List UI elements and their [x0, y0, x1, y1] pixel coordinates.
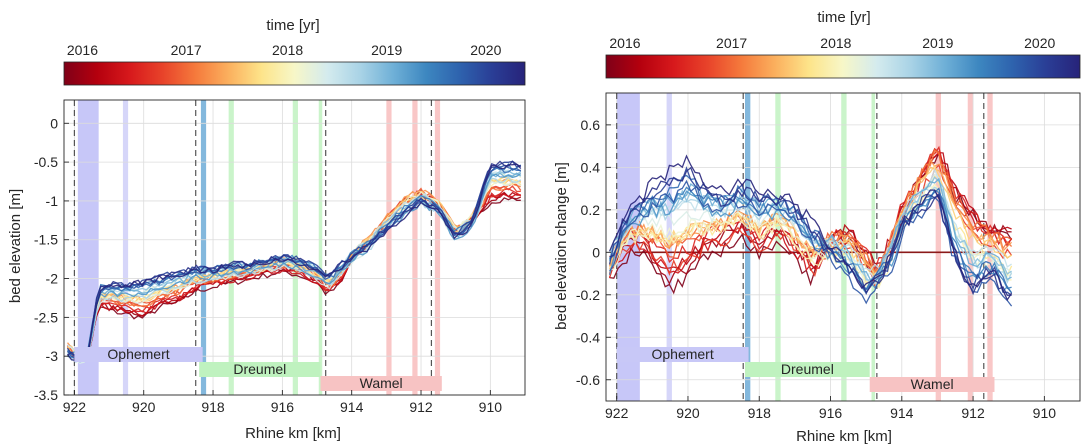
x-tick-label: 916	[819, 405, 843, 421]
colorbar-tick-label: 2017	[716, 35, 747, 51]
highlight-band	[228, 100, 234, 395]
colorbar-label-right: time [yr]	[817, 9, 870, 26]
highlight-band	[871, 93, 876, 401]
highlight-band	[318, 100, 323, 395]
axes-frame	[605, 92, 1081, 402]
colorbar-right	[605, 54, 1081, 79]
y-tick-label: -3.5	[34, 387, 58, 403]
reach-label-box	[320, 376, 442, 391]
highlight-band	[616, 93, 640, 401]
left-panel: time [yr] 2016 2017 2018 2019 2020 Ophemert D…	[7, 17, 526, 442]
y-tick-label: -1	[46, 193, 59, 209]
y-tick-label: -2.5	[34, 309, 58, 325]
plot-area-right: Ophemert Dreumel Wamel 922 920 918 916 914 912 91…	[576, 92, 1081, 421]
x-tick-label: 920	[132, 399, 156, 415]
reach-label-box	[616, 347, 749, 362]
highlight-band	[775, 93, 781, 401]
reach-label-ophemert: Ophemert	[651, 346, 713, 362]
colorbar-tick-label: 2018	[820, 35, 851, 51]
time-series-line	[66, 160, 522, 358]
reach-label-box	[744, 362, 870, 377]
colorbar-tick-label: 2018	[272, 42, 303, 58]
reach-label-dreumel: Dreumel	[781, 361, 834, 377]
x-tick-label: 912	[409, 399, 433, 415]
highlight-band	[292, 100, 298, 395]
y-tick-label: -0.4	[576, 329, 600, 345]
colorbar-tick-label: 2020	[470, 42, 501, 58]
x-tick-label: 916	[271, 399, 295, 415]
colorbar-tick-label: 2019	[922, 35, 953, 51]
right-panel: time [yr] 2016 2017 2018 2019 2020 Ophemert D…	[553, 9, 1081, 445]
highlight-band	[200, 100, 207, 395]
colorbar-tick-label: 2016	[67, 42, 98, 58]
y-tick-label: 0	[50, 115, 58, 131]
y-tick-label: 0	[592, 244, 600, 260]
x-tick-label: 912	[961, 405, 985, 421]
time-series-line	[609, 154, 1013, 302]
time-series-line	[66, 163, 522, 362]
reach-label-box	[199, 362, 321, 377]
y-axis-label-left: bed elevation [m]	[7, 189, 24, 303]
reach-label-box	[74, 347, 203, 362]
x-tick-label: 914	[890, 405, 914, 421]
x-tick-label: 918	[201, 399, 225, 415]
y-tick-label: -0.6	[576, 372, 600, 388]
colorbar-tick-label: 2016	[609, 35, 640, 51]
highlight-band	[434, 100, 441, 395]
highlight-band	[386, 100, 392, 395]
x-axis-label-left: Rhine km [km]	[245, 425, 341, 442]
x-tick-label: 910	[479, 399, 503, 415]
colorbar-tick-label: 2017	[171, 42, 202, 58]
x-tick-label: 920	[676, 405, 700, 421]
colorbar-left	[63, 61, 526, 86]
x-tick-label: 918	[748, 405, 772, 421]
colorbar-ticks-left: 2016 2017 2018 2019 2020	[67, 42, 502, 58]
y-axis-label-right: bed elevation change [m]	[553, 162, 570, 330]
time-series-line	[608, 166, 1012, 278]
colorbar-tick-label: 2020	[1024, 35, 1055, 51]
colorbar-tick-label: 2019	[371, 42, 402, 58]
y-tick-label: -1.5	[34, 232, 58, 248]
highlight-band	[967, 93, 974, 401]
y-tick-label: -3	[46, 348, 59, 364]
reach-label-wamel: Wamel	[911, 376, 954, 392]
x-tick-label: 922	[605, 405, 629, 421]
time-series-line	[67, 160, 522, 358]
colorbar-label-left: time [yr]	[266, 17, 319, 34]
y-tick-label: 0.4	[581, 159, 601, 175]
reach-label-box	[869, 377, 995, 392]
y-tick-label: -0.5	[34, 154, 58, 170]
y-tick-label: 0.2	[581, 202, 601, 218]
x-axis-label-right: Rhine km [km]	[796, 428, 892, 445]
axes-frame	[63, 99, 526, 396]
plot-area-left: Ophemert Dreumel Wamel 922 920 918 916 914 912 91…	[34, 99, 526, 415]
y-tick-label: -2	[46, 271, 59, 287]
y-tick-label: 0.6	[581, 117, 601, 133]
x-tick-label: 914	[340, 399, 364, 415]
y-tick-label: -0.2	[576, 287, 600, 303]
x-tick-label: 922	[63, 399, 87, 415]
reach-label-wamel: Wamel	[360, 375, 403, 391]
highlight-band	[935, 93, 942, 401]
reach-label-ophemert: Ophemert	[107, 346, 169, 362]
time-series-line	[609, 166, 1012, 296]
highlight-band	[122, 100, 129, 395]
x-tick-label: 910	[1033, 405, 1057, 421]
reach-label-dreumel: Dreumel	[233, 361, 286, 377]
highlight-band	[412, 100, 418, 395]
colorbar-ticks-right: 2016 2017 2018 2019 2020	[609, 35, 1055, 51]
time-series-line	[608, 189, 1013, 295]
